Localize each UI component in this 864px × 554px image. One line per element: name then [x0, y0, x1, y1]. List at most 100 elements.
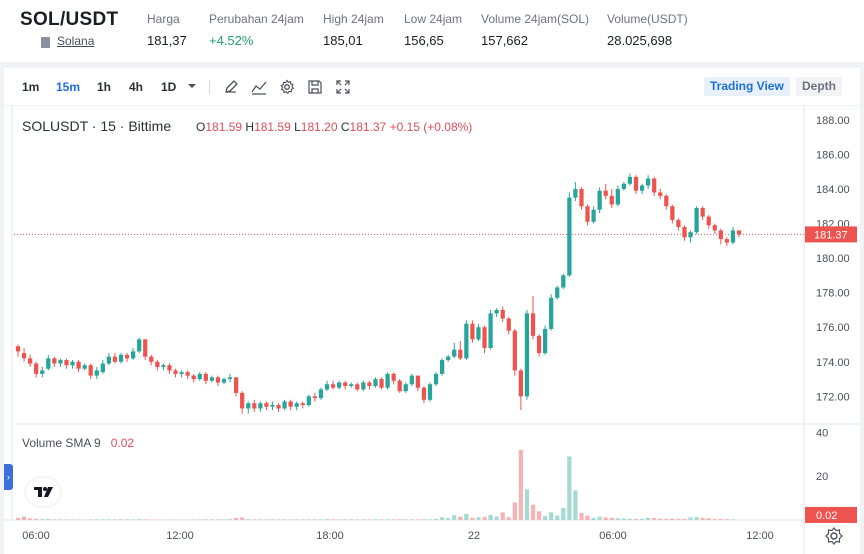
time-tick: 12:00 [166, 530, 194, 542]
candle [518, 370, 524, 397]
toolbar-divider [209, 80, 210, 94]
candle [149, 356, 154, 362]
candle [349, 384, 354, 386]
candle [270, 404, 275, 407]
ohlc-high-label: H [245, 120, 255, 134]
volume-bar [452, 515, 457, 520]
candle [645, 178, 651, 186]
volume-bar [349, 519, 354, 520]
timeframe-1h[interactable]: 1h [97, 80, 112, 94]
volume-legend: Volume SMA 9 0.02 [22, 436, 134, 450]
candle [264, 403, 269, 407]
volume-bar [361, 519, 366, 520]
price-tick: 180.00 [816, 253, 850, 265]
volume-bar [409, 519, 414, 520]
candle [124, 354, 130, 359]
time-tick: 18:00 [316, 530, 344, 542]
candle [433, 373, 439, 385]
save-icon[interactable] [307, 79, 323, 95]
candle [64, 360, 69, 366]
stat-value: +4.52% [209, 33, 254, 48]
candle [379, 379, 384, 388]
stat-value: 185,01 [323, 33, 363, 48]
candle [397, 380, 402, 392]
timeframe-1d[interactable]: 1D [161, 80, 177, 94]
candle [458, 349, 463, 359]
volume-bar [506, 517, 511, 520]
candle [512, 330, 517, 371]
volume-bar [458, 516, 463, 520]
candle [40, 370, 45, 374]
candle [664, 195, 669, 207]
candle [361, 382, 366, 390]
coin-name-link[interactable]: Solana [57, 34, 95, 48]
price-tick: 188.00 [816, 115, 850, 127]
volume-bar [488, 514, 493, 520]
candle [100, 363, 105, 373]
pencil-icon[interactable] [223, 79, 239, 95]
volume-bar [494, 516, 499, 520]
timeframe-4h[interactable]: 4h [129, 80, 144, 94]
time-tick: 06:00 [599, 530, 627, 542]
timeframe-15m[interactable]: 15m [56, 80, 81, 94]
candle [500, 309, 505, 319]
candle [27, 358, 33, 364]
candle [658, 192, 663, 196]
candle [676, 220, 681, 227]
candle [427, 384, 433, 400]
candle [476, 327, 481, 340]
candle [446, 356, 451, 361]
chart-settings-icon[interactable] [824, 526, 844, 546]
volume-bar [124, 519, 130, 520]
candle [621, 183, 627, 189]
tradingview-logo[interactable] [26, 478, 60, 506]
volume-bar [367, 519, 372, 520]
expand-panel-button[interactable]: › [4, 464, 13, 490]
volume-bar [112, 519, 118, 520]
candle [536, 335, 542, 354]
chevron-down-icon[interactable] [187, 81, 197, 91]
tab-trading-view[interactable]: Trading View [704, 77, 790, 96]
volume-bar [252, 519, 257, 520]
candle [82, 365, 87, 369]
candle [282, 401, 287, 409]
volume-bar [355, 519, 360, 520]
volume-bar [312, 519, 318, 520]
candle [609, 195, 614, 205]
candle [579, 188, 584, 207]
volume-bar [730, 519, 736, 520]
candle [130, 351, 136, 359]
volume-bar [470, 517, 475, 520]
candle [52, 358, 57, 364]
volume-bar [21, 516, 27, 520]
candle [403, 384, 408, 392]
candle [573, 188, 578, 198]
candle [555, 287, 560, 298]
timeframe-1m[interactable]: 1m [22, 80, 40, 94]
candle [700, 207, 705, 217]
candle [161, 365, 166, 367]
candle [252, 403, 257, 409]
candle [21, 353, 27, 359]
gear-icon[interactable] [279, 79, 295, 95]
candle [173, 370, 178, 374]
candle [391, 373, 396, 381]
volume-bar [343, 519, 348, 520]
candle [385, 373, 390, 388]
candle [137, 339, 142, 352]
volume-bar [64, 519, 69, 520]
candle [682, 226, 687, 238]
candle [240, 392, 245, 409]
indicator-icon[interactable] [251, 79, 267, 95]
fullscreen-icon[interactable] [335, 79, 351, 95]
candle [227, 377, 233, 380]
volume-bar [106, 519, 112, 520]
tab-depth[interactable]: Depth [796, 77, 842, 96]
volume-bar [464, 513, 469, 520]
volume-bar [197, 519, 202, 520]
candle [524, 313, 530, 397]
volume-bar [246, 519, 251, 520]
volume-bar [555, 515, 560, 520]
price-chart[interactable]: 188.00186.00184.00182.00180.00178.00176.… [4, 68, 860, 554]
volume-bar [15, 517, 21, 520]
